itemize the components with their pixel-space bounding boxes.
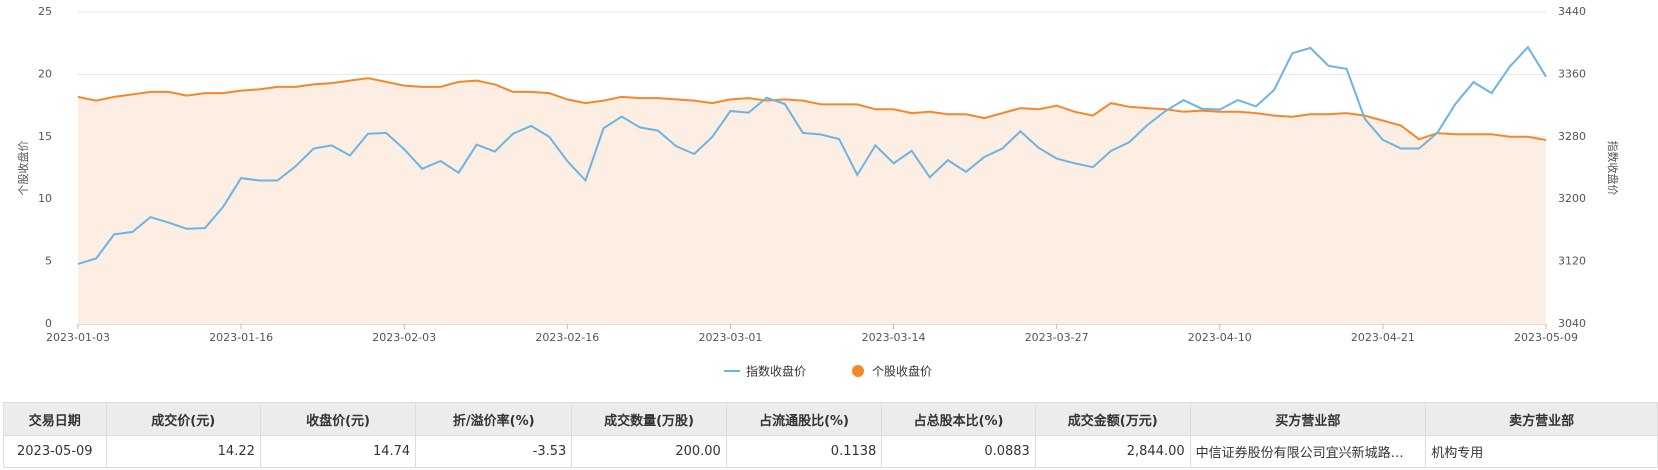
cell: 0.0883 <box>881 435 1036 468</box>
column-header: 占流通股比(%) <box>725 402 883 436</box>
column-header: 成交价(元) <box>105 402 261 436</box>
x-tick-label: 2023-05-09 <box>1514 331 1578 344</box>
column-header: 卖方营业部 <box>1425 402 1658 436</box>
y-tick-label: 20 <box>38 67 52 80</box>
trade-table: 交易日期 成交价(元) 收盘价(元) 折/溢价率(%) 成交数量(万股) 占流通股比(%)… <box>3 402 1658 468</box>
series-line <box>77 77 1547 141</box>
x-tick-label: 2023-04-10 <box>1188 331 1252 344</box>
y2-tick-label: 3120 <box>1558 255 1586 268</box>
y-tick-label: 0 <box>45 317 52 330</box>
area <box>78 78 1546 324</box>
column-header: 买方营业部 <box>1189 402 1427 436</box>
cell: 0.1138 <box>725 435 883 468</box>
cell: 200.00 <box>571 435 727 468</box>
x-tick-label: 2023-03-27 <box>1025 331 1089 344</box>
cell: 中信证券股份有限公司宜兴新城路… <box>1189 435 1427 468</box>
cell: 14.22 <box>105 435 261 468</box>
x-tick-label: 2023-01-03 <box>46 331 110 344</box>
chart: 个股收盘价 指数收盘价 0 5 10 15 20 25 3040 3120 3200 3280 33… <box>16 5 1620 379</box>
cell: -3.53 <box>415 435 573 468</box>
y-tick-label: 10 <box>38 192 52 205</box>
data-row: 2023-05-09 14.22 14.74 -3.53 200.00 0.1138 0.0… <box>3 435 1658 468</box>
column-header: 收盘价(元) <box>259 402 417 436</box>
legend-label: 个股收盘价 <box>872 364 932 379</box>
y-tick-label: 5 <box>45 255 52 268</box>
y-tick-label: 15 <box>38 130 52 143</box>
legend-marker <box>852 365 864 377</box>
column-header: 成交数量(万股) <box>571 402 727 436</box>
x-tick-label: 2023-02-03 <box>372 331 436 344</box>
x-tick-label: 2023-03-14 <box>862 331 926 344</box>
x-tick-label: 2023-01-16 <box>209 331 273 344</box>
column-header: 成交金额(万元) <box>1034 402 1191 436</box>
y2-axis-label: 指数收盘价 <box>1606 141 1620 196</box>
header-row: 交易日期 成交价(元) 收盘价(元) 折/溢价率(%) 成交数量(万股) 占流通股比(%)… <box>3 402 1658 436</box>
y2-tick-label: 3280 <box>1558 130 1586 143</box>
column-header: 折/溢价率(%) <box>415 402 573 436</box>
y2-tick-label: 3440 <box>1558 5 1586 18</box>
y-tick-label: 25 <box>38 5 52 18</box>
column-header: 交易日期 <box>3 402 107 436</box>
y-axis-label: 个股收盘价 <box>16 141 30 196</box>
x-tick-label: 2023-04-21 <box>1351 331 1415 344</box>
y2-tick-label: 3040 <box>1558 317 1586 330</box>
legend-label: 指数收盘价 <box>746 364 806 379</box>
y2-tick-label: 3360 <box>1558 67 1586 80</box>
series-line <box>77 45 1547 265</box>
cell: 机构专用 <box>1425 435 1658 468</box>
column-header: 占总股本比(%) <box>881 402 1036 436</box>
cell: 2023-05-09 <box>3 435 107 468</box>
cell: 2,844.00 <box>1034 435 1191 468</box>
y2-tick-label: 3200 <box>1558 192 1586 205</box>
x-tick-label: 2023-02-16 <box>535 331 599 344</box>
x-tick-label: 2023-03-01 <box>698 331 762 344</box>
cell: 14.74 <box>259 435 417 468</box>
